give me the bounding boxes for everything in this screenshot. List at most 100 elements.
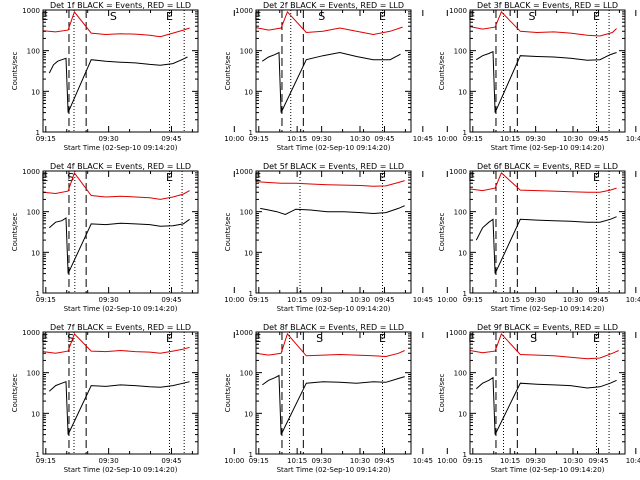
x-tick-label: 09:45 xyxy=(588,457,608,465)
y-axis-title: Counts/sec xyxy=(438,374,446,413)
y-tick-label: 1000 xyxy=(449,329,467,337)
plot-frame xyxy=(255,331,412,455)
y-tick-label: 1000 xyxy=(22,7,40,15)
marker-s: S xyxy=(529,10,536,23)
y-tick-label: 1 xyxy=(36,129,40,137)
x-tick-label: 10:45 xyxy=(413,135,433,143)
x-tick-label: 10:30 xyxy=(350,135,370,143)
series-line-events xyxy=(262,374,405,435)
x-axis-title: Start Time (02-Sep-10 09:14:20) xyxy=(277,466,391,474)
y-tick-label: 1 xyxy=(36,290,40,298)
y-tick-label: 100 xyxy=(454,209,467,217)
x-tick-label: 10:15 xyxy=(287,135,307,143)
x-tick-label: 10:00 xyxy=(224,296,244,304)
x-tick-label: 09:30 xyxy=(312,296,332,304)
x-tick-label: 09:15 xyxy=(249,296,269,304)
y-tick-label: 1000 xyxy=(449,168,467,176)
y-tick-label: 100 xyxy=(240,48,253,56)
marker-s: S xyxy=(318,10,325,23)
x-tick-label: 09:30 xyxy=(526,296,546,304)
y-tick-label: 10 xyxy=(458,88,467,96)
panel-title: Det 9f BLACK = Events, RED = LLD xyxy=(477,323,618,332)
panel-title: Det 8f BLACK = Events, RED = LLD xyxy=(263,323,404,332)
x-tick-label: 09:30 xyxy=(526,135,546,143)
x-tick-label: 10:45 xyxy=(626,135,640,143)
x-tick-label: 09:45 xyxy=(588,296,608,304)
y-tick-label: 10 xyxy=(31,88,40,96)
marker-e: E xyxy=(593,10,600,23)
series-line-lld xyxy=(469,172,617,193)
y-tick-label: 1000 xyxy=(22,329,40,337)
marker-e: E xyxy=(593,332,600,345)
series-line-events xyxy=(476,50,617,113)
series-line-lld xyxy=(42,10,190,38)
y-tick-label: 10 xyxy=(31,249,40,257)
marker-e: E xyxy=(166,171,173,184)
plot-frame xyxy=(255,170,412,294)
marker-s: S xyxy=(67,332,74,345)
series-line-lld xyxy=(255,332,405,358)
plot-frame xyxy=(42,9,199,133)
x-axis-title: Start Time (02-Sep-10 09:14:20) xyxy=(491,466,605,474)
x-tick-label: 09:45 xyxy=(374,457,394,465)
plot-frame xyxy=(255,9,412,133)
y-tick-label: 100 xyxy=(27,209,40,217)
x-axis-title: Start Time (02-Sep-10 09:14:20) xyxy=(277,305,391,313)
x-tick-label: 09:15 xyxy=(36,457,56,465)
x-tick-label: 10:45 xyxy=(413,457,433,465)
y-axis-title: Counts/sec xyxy=(11,374,19,413)
x-tick-label: 09:15 xyxy=(463,135,483,143)
x-tick-label: 10:00 xyxy=(437,296,457,304)
plot-frame xyxy=(42,170,199,294)
series-line-events xyxy=(262,51,401,113)
x-tick-label: 10:00 xyxy=(437,135,457,143)
plot-frame xyxy=(42,331,199,455)
x-axis-title: Start Time (02-Sep-10 09:14:20) xyxy=(64,466,178,474)
y-axis-title: Counts/sec xyxy=(438,52,446,91)
y-tick-label: 100 xyxy=(240,209,253,217)
series-line-lld xyxy=(42,171,190,200)
x-tick-label: 09:30 xyxy=(312,457,332,465)
x-tick-label: 10:45 xyxy=(626,296,640,304)
marker-e: E xyxy=(379,171,386,184)
x-tick-label: 09:30 xyxy=(99,296,119,304)
x-tick-label: 10:00 xyxy=(224,457,244,465)
series-line-lld xyxy=(255,10,403,36)
y-axis-title: Counts/sec xyxy=(224,213,232,252)
x-tick-label: 09:30 xyxy=(99,457,119,465)
y-tick-label: 10 xyxy=(244,249,253,257)
y-axis-title: Counts/sec xyxy=(11,52,19,91)
x-axis-title: Start Time (02-Sep-10 09:14:20) xyxy=(64,305,178,313)
series-line-events xyxy=(48,56,188,113)
y-tick-label: 10 xyxy=(244,410,253,418)
panel-title: Det 5f BLACK = Events, RED = LLD xyxy=(263,162,404,171)
x-tick-label: 10:15 xyxy=(287,296,307,304)
x-tick-label: 09:45 xyxy=(161,135,181,143)
y-tick-label: 10 xyxy=(458,410,467,418)
x-axis-title: Start Time (02-Sep-10 09:14:20) xyxy=(64,144,178,152)
x-tick-label: 09:30 xyxy=(526,457,546,465)
marker-e: E xyxy=(379,10,386,23)
marker-s: S xyxy=(316,332,323,345)
panel-title: Det 7f BLACK = Events, RED = LLD xyxy=(50,323,191,332)
plot-frame xyxy=(469,170,626,294)
x-tick-label: 10:15 xyxy=(500,135,520,143)
y-tick-label: 1 xyxy=(463,451,467,459)
y-tick-label: 1000 xyxy=(235,7,253,15)
series-line-lld xyxy=(42,332,190,354)
y-tick-label: 100 xyxy=(454,48,467,56)
panel-title: Det 4f BLACK = Events, RED = LLD xyxy=(50,162,191,171)
y-axis-title: Counts/sec xyxy=(224,52,232,91)
plot-frame xyxy=(469,331,626,455)
x-tick-label: 09:45 xyxy=(161,296,181,304)
y-tick-label: 100 xyxy=(454,370,467,378)
x-tick-label: 10:30 xyxy=(350,457,370,465)
panel-title: Det 2f BLACK = Events, RED = LLD xyxy=(263,1,404,10)
panel-title: Det 3f BLACK = Events, RED = LLD xyxy=(477,1,618,10)
